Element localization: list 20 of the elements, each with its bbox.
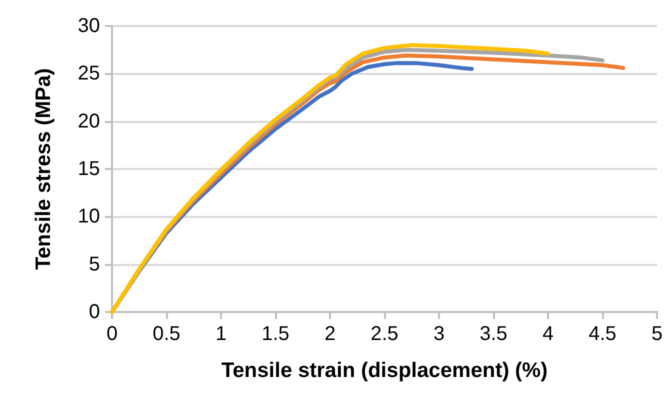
y-tick-label: 20 — [78, 110, 100, 132]
x-tick-label: 1.5 — [262, 323, 290, 345]
y-axis-title: Tensile stress (MPa) — [32, 68, 55, 270]
y-tick-label: 0 — [88, 301, 100, 323]
x-tick-label: 4 — [542, 323, 554, 345]
x-tick-label: 0.5 — [152, 323, 180, 345]
x-tick-label: 0 — [106, 323, 118, 345]
y-tick-label: 30 — [78, 15, 100, 37]
x-axis-title: Tensile strain (displacement) (%) — [221, 359, 548, 382]
y-tick-label: 15 — [78, 158, 100, 180]
x-tick-label: 2.5 — [370, 323, 398, 345]
x-tick-label: 5 — [651, 323, 663, 345]
x-tick-label: 3 — [433, 323, 445, 345]
y-tick-label: 5 — [88, 253, 100, 276]
x-tick-label: 1 — [215, 323, 227, 345]
x-tick-label: 2 — [324, 323, 336, 345]
y-tick-label: 25 — [78, 62, 100, 85]
x-tick-label: 3.5 — [480, 323, 508, 345]
x-tick-label: 4.5 — [588, 323, 616, 345]
y-tick-label: 10 — [78, 206, 100, 228]
